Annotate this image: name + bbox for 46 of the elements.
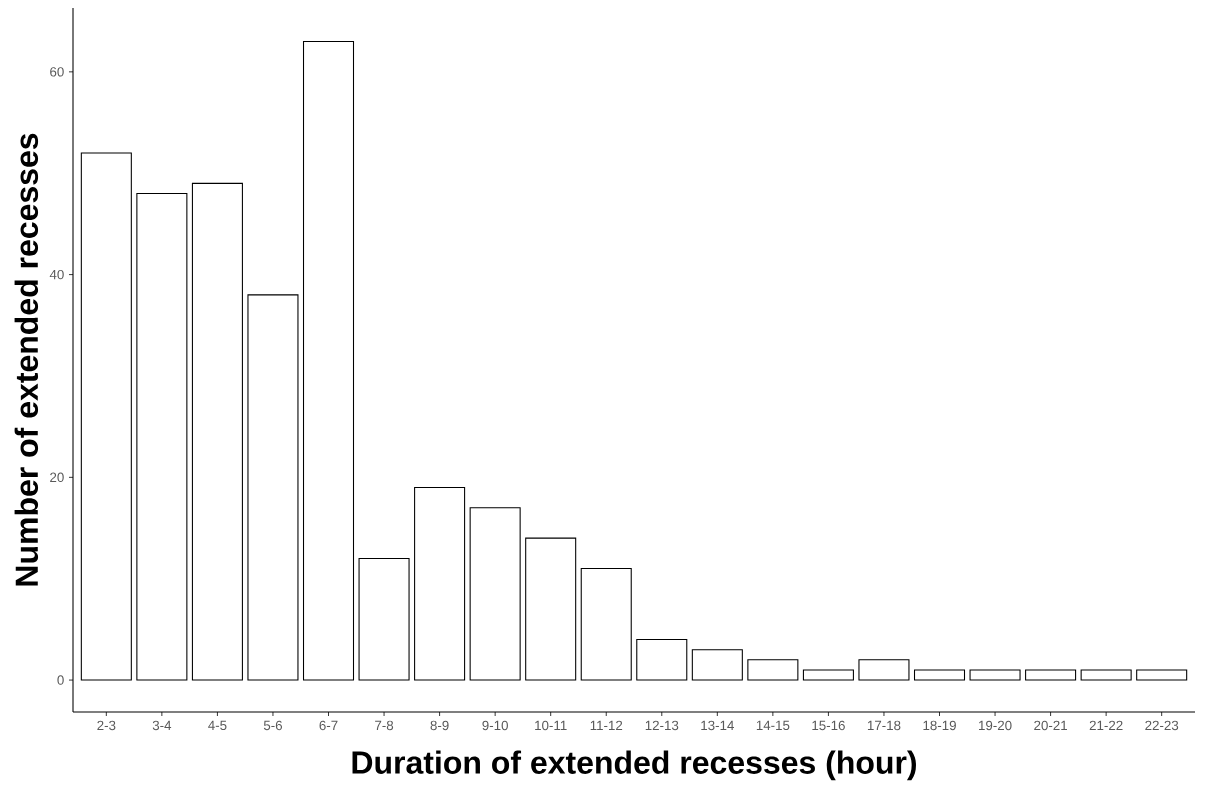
x-tick-label: 3-4 — [152, 720, 172, 731]
x-tick-label: 21-22 — [1089, 720, 1123, 731]
bar — [969, 669, 1021, 681]
x-tick-label: 11-12 — [590, 720, 623, 731]
x-tick-label: 2-3 — [97, 720, 116, 731]
bar — [1136, 669, 1188, 681]
x-tick-label: 10-11 — [535, 720, 567, 731]
bar — [302, 40, 355, 681]
x-tick-label: 15-16 — [812, 720, 845, 731]
x-tick-label: 20-21 — [1034, 720, 1067, 731]
bar — [747, 659, 799, 681]
y-tick-label: 0 — [57, 675, 64, 685]
bar — [80, 152, 132, 681]
bar — [136, 192, 188, 681]
bar — [191, 182, 243, 681]
x-tick-label: 19-20 — [979, 720, 1012, 731]
x-tick-label: 5-6 — [263, 720, 283, 731]
bar — [414, 486, 466, 681]
x-tick-label: 8-9 — [430, 720, 449, 731]
bar — [525, 537, 577, 681]
bar — [580, 568, 632, 681]
x-tick-label: 18-19 — [923, 720, 956, 731]
bar — [913, 669, 966, 681]
bar — [636, 638, 688, 681]
x-tick-label: 14-15 — [756, 720, 790, 731]
x-tick-label: 17-18 — [867, 720, 901, 731]
x-tick-label: 22-23 — [1145, 720, 1179, 731]
bar — [358, 557, 410, 681]
x-axis-title: Duration of extended recesses (hour) — [352, 750, 916, 781]
bar — [1025, 669, 1077, 681]
x-tick-label: 12-13 — [645, 720, 679, 731]
y-tick-label: 60 — [50, 67, 64, 77]
y-tick-label: 20 — [50, 472, 64, 483]
bar — [1080, 669, 1132, 681]
bar — [691, 649, 743, 681]
bar — [802, 669, 854, 681]
x-tick-label: 6-7 — [319, 720, 338, 731]
y-tick-label: 40 — [49, 269, 64, 280]
x-tick-label: 7-8 — [375, 720, 394, 731]
bar — [858, 659, 910, 681]
x-tick-label: 4-5 — [208, 720, 227, 731]
y-axis-title: Number of extended recesses — [14, 133, 39, 586]
x-tick-label: 9-10 — [482, 720, 508, 731]
bar — [469, 507, 521, 681]
x-tick-label: 13-14 — [701, 720, 734, 731]
bar — [247, 294, 299, 681]
